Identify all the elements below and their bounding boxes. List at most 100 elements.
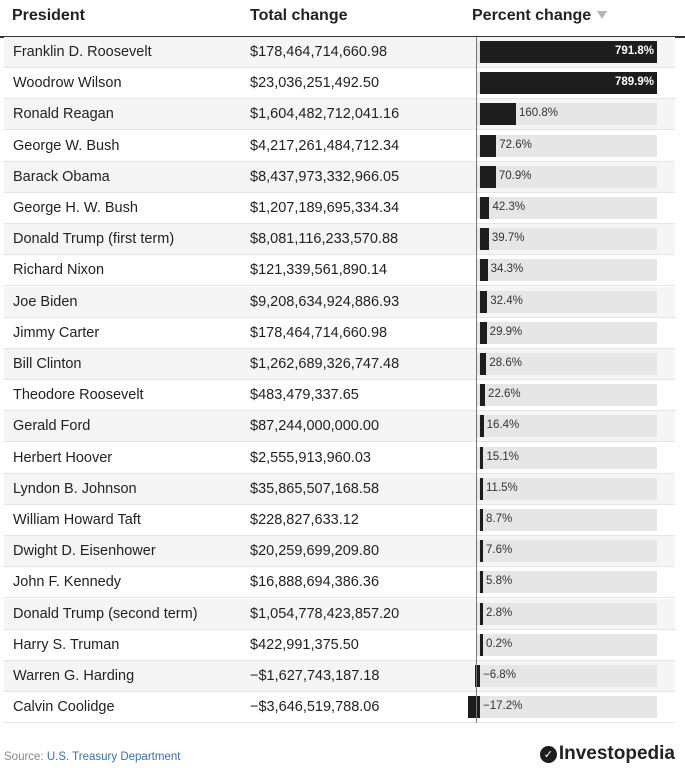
total-change-value: $1,604,482,712,041.16 (250, 106, 400, 123)
percent-bar-track: 0.2% (477, 633, 657, 656)
total-change-value: $4,217,261,484,712.34 (250, 137, 400, 154)
table-row: William Howard Taft $228,827,633.12 8.7% (4, 505, 675, 536)
president-name: George W. Bush (13, 137, 120, 154)
total-change-value: $87,244,000,000.00 (250, 418, 380, 435)
percent-bar-track: 16.4% (477, 415, 657, 438)
table-row: Bill Clinton $1,262,689,326,747.48 28.6% (4, 349, 675, 380)
president-name: Theodore Roosevelt (13, 387, 144, 404)
percent-label: 22.6% (488, 388, 521, 401)
president-name: Franklin D. Roosevelt (13, 44, 152, 60)
percent-label: −17.2% (483, 700, 523, 713)
percent-label: 0.2% (486, 637, 513, 650)
percent-bar-track: 28.6% (477, 353, 657, 375)
president-name: Richard Nixon (13, 262, 105, 279)
percent-bar-track: 29.9% (477, 321, 657, 344)
table-row: Joe Biden $9,208,634,924,886.93 32.4% (4, 286, 675, 318)
column-header-president[interactable]: President (12, 7, 85, 24)
total-change-value: $16,888,694,386.36 (250, 574, 380, 591)
total-change-value: $1,262,689,326,747.48 (250, 356, 400, 372)
president-name: George H. W. Bush (13, 200, 138, 216)
percent-bar (480, 602, 483, 625)
percent-bar-track: 15.1% (477, 446, 657, 469)
percent-label: 15.1% (486, 450, 519, 463)
table-row: Lyndon B. Johnson $35,865,507,168.58 11.5% (4, 473, 675, 505)
total-change-value: $1,207,189,695,334.34 (250, 200, 400, 216)
table-row: Ronald Reagan $1,604,482,712,041.16 160.8% (4, 99, 675, 131)
table-header: President Total change Percent change (0, 0, 685, 38)
percent-label: 791.8% (614, 45, 654, 57)
percent-label: 7.6% (486, 544, 513, 557)
total-change-value: $228,827,633.12 (250, 512, 359, 528)
percent-bar-track: 72.6% (477, 134, 657, 157)
president-name: Joe Biden (13, 293, 78, 310)
percent-bar-track: 160.8% (477, 103, 657, 126)
percent-bar (480, 41, 657, 63)
percent-bar-track: 7.6% (477, 540, 657, 563)
total-change-value: −$3,646,519,788.06 (250, 699, 380, 716)
percent-label: 5.8% (486, 575, 513, 588)
brand-name: Investopedia (558, 743, 675, 764)
table-row: Franklin D. Roosevelt $178,464,714,660.98… (4, 37, 675, 68)
percent-label: 160.8% (518, 107, 558, 120)
table-row: George W. Bush $4,217,261,484,712.34 72.6% (4, 131, 675, 162)
percent-bar-track: 34.3% (477, 259, 657, 282)
total-change-value: $1,054,778,423,857.20 (250, 605, 400, 622)
percent-bar-track: 32.4% (477, 290, 657, 313)
table-row: Warren G. Harding −$1,627,743,187.18 −6.8% (4, 661, 675, 692)
percent-bar (480, 197, 490, 219)
percent-label: 34.3% (490, 263, 524, 276)
percent-bar (480, 228, 489, 251)
president-name: Bill Clinton (13, 356, 82, 372)
percent-bar-track: 5.8% (477, 571, 657, 594)
percent-bar (480, 384, 486, 407)
investopedia-logo-icon: ✓ (539, 745, 557, 763)
table-row: Gerald Ford $87,244,000,000.00 16.4% (4, 411, 675, 443)
president-name: Warren G. Harding (13, 668, 135, 684)
total-change-value: $23,036,251,492.50 (250, 75, 380, 92)
percent-label: −6.8% (483, 669, 516, 681)
total-change-value: $178,464,714,660.98 (250, 324, 388, 341)
percent-bar-track: 42.3% (477, 197, 657, 219)
president-name: Dwight D. Eisenhower (13, 543, 156, 560)
percent-bar-track: 789.9% (477, 72, 657, 95)
total-change-value: $8,437,973,332,966.05 (250, 168, 400, 185)
table-row: Theodore Roosevelt $483,479,337.65 22.6% (4, 380, 675, 412)
source-prefix: Source: (4, 751, 47, 763)
table-row: Richard Nixon $121,339,561,890.14 34.3% (4, 255, 675, 287)
bar-zero-line (476, 37, 477, 723)
percent-label: 70.9% (498, 169, 532, 182)
table-row: John F. Kennedy $16,888,694,386.36 5.8% (4, 567, 675, 599)
percent-bar (480, 571, 483, 594)
percent-bar-track: 70.9% (477, 165, 657, 188)
percent-label: 72.6% (499, 138, 532, 151)
percent-label: 8.7% (486, 513, 513, 525)
table-row: Dwight D. Eisenhower $20,259,699,209.80 7.… (4, 536, 675, 568)
percent-bar (480, 165, 496, 188)
total-change-value: $121,339,561,890.14 (250, 262, 388, 279)
table-row: Herbert Hoover $2,555,913,960.03 15.1% (4, 443, 675, 474)
president-name: Donald Trump (second term) (13, 605, 198, 622)
president-name: Jimmy Carter (13, 324, 100, 341)
percent-bar (480, 477, 483, 500)
source-link[interactable]: U.S. Treasury Department (46, 751, 181, 763)
president-name: Calvin Coolidge (13, 699, 115, 716)
president-name: Herbert Hoover (13, 449, 113, 466)
percent-bar (475, 665, 480, 687)
percent-bar-track: −6.8% (475, 665, 657, 687)
table-row: Donald Trump (first term) $8,081,116,233,… (4, 224, 675, 256)
column-header-total-change[interactable]: Total change (250, 7, 348, 24)
percent-bar (480, 415, 484, 438)
percent-bar-track: 11.5% (477, 477, 657, 500)
table-row: Harry S. Truman $422,991,375.50 0.2% (4, 630, 675, 661)
sort-descending-icon[interactable] (597, 10, 608, 19)
percent-bar-track: −17.2% (468, 696, 657, 719)
column-header-percent-change[interactable]: Percent change (472, 7, 608, 25)
table-row: George H. W. Bush $1,207,189,695,334.34 42… (4, 193, 675, 224)
president-name: Woodrow Wilson (13, 75, 122, 92)
president-name: Donald Trump (first term) (13, 231, 175, 248)
president-name: Harry S. Truman (13, 636, 120, 653)
president-name: William Howard Taft (13, 512, 141, 528)
percent-label: 29.9% (489, 325, 523, 338)
percent-bar-track: 2.8% (477, 602, 657, 625)
percent-label: 789.9% (614, 76, 654, 89)
